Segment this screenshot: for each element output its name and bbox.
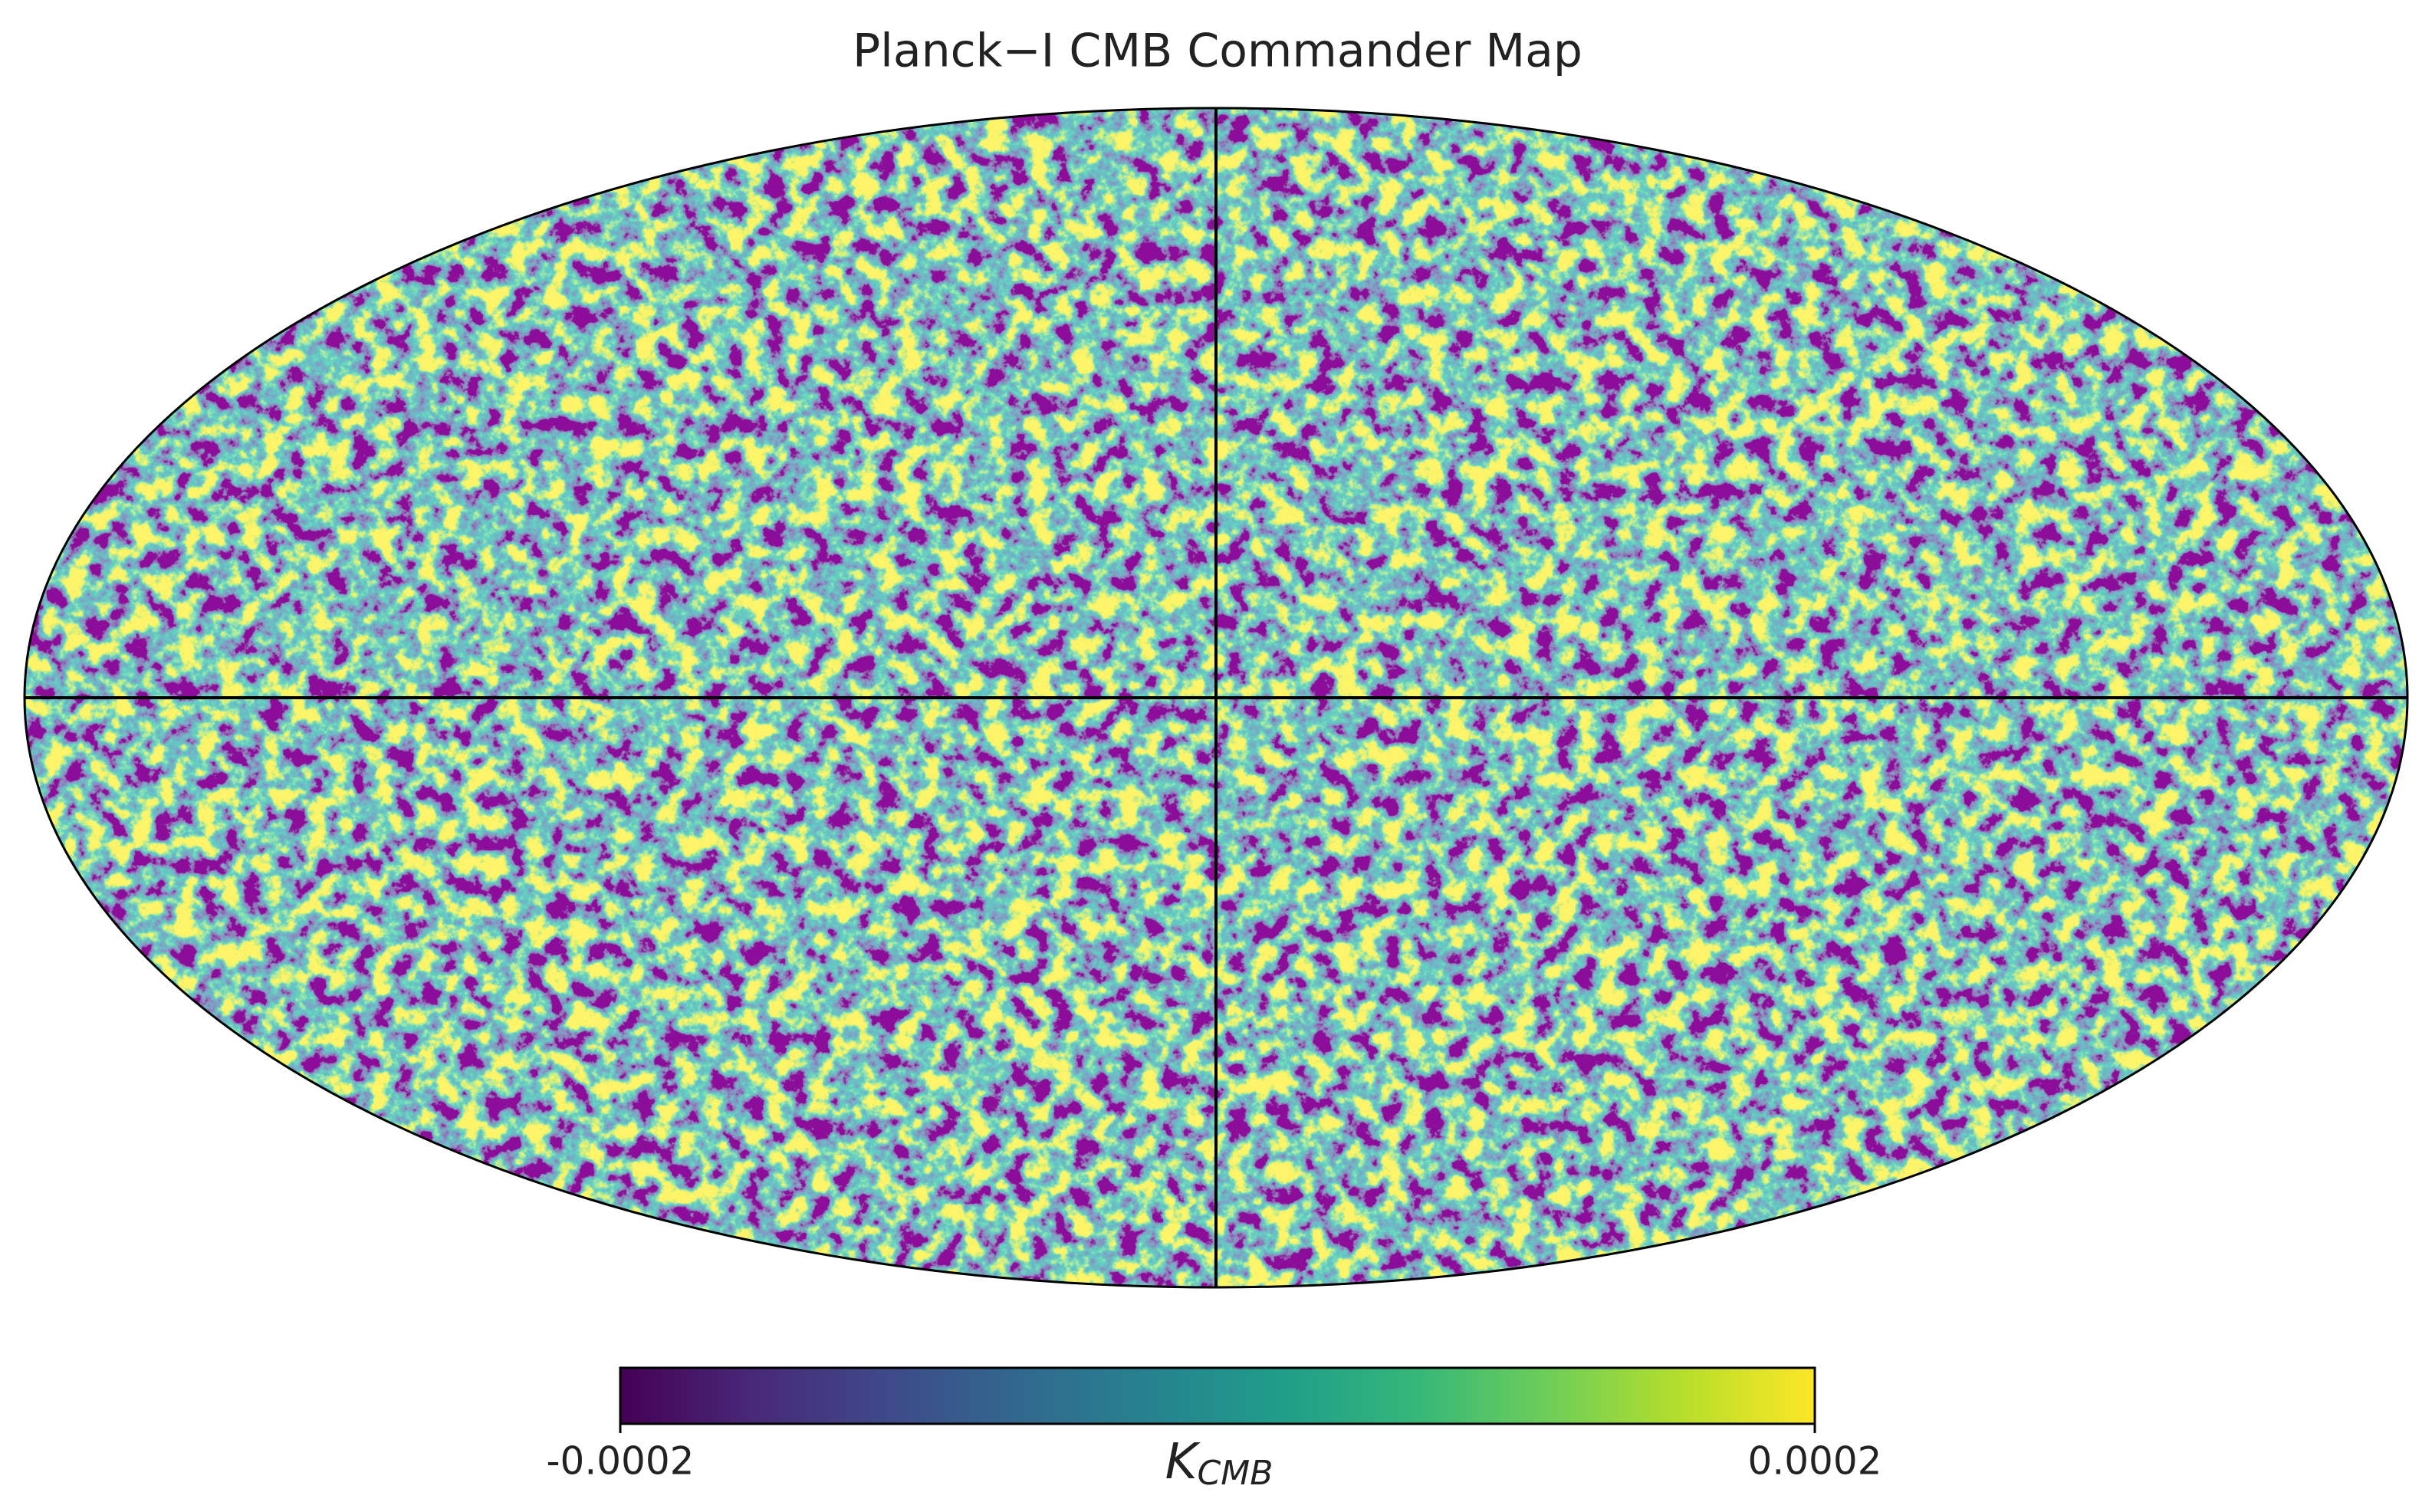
label-sub: CMB bbox=[1198, 1454, 1274, 1493]
map-title: Planck−I CMB Commander Map bbox=[853, 25, 1582, 78]
colorbar-tick-label: 0.0002 bbox=[1748, 1439, 1882, 1484]
colorbar bbox=[619, 1366, 1816, 1425]
colorbar-label: KCMB bbox=[1165, 1434, 1274, 1493]
colorbar-tick-label: -0.0002 bbox=[547, 1439, 695, 1484]
label-main: K bbox=[1165, 1434, 1201, 1491]
